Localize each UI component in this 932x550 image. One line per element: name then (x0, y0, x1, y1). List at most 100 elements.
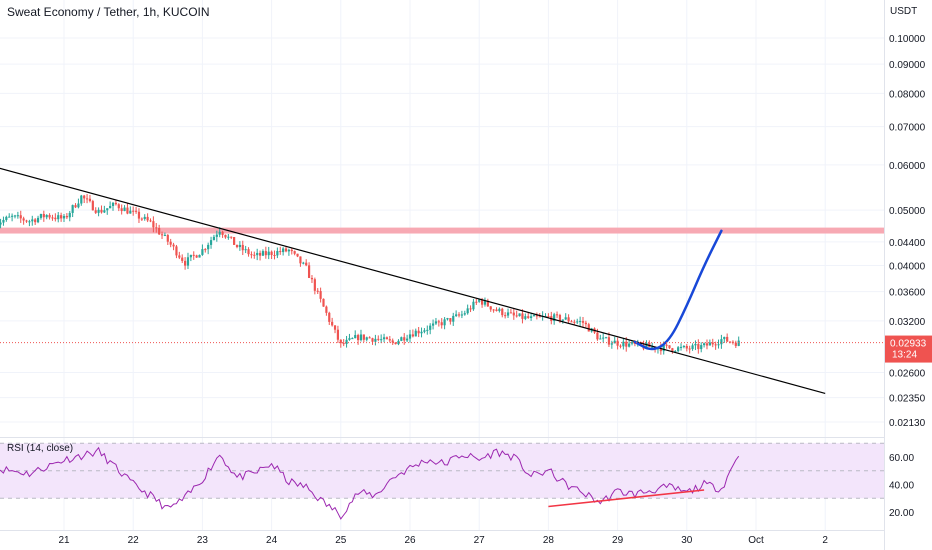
candle-body (65, 215, 68, 218)
candle-body (457, 314, 461, 316)
candle-body (581, 321, 585, 323)
candle-body (538, 316, 541, 318)
price-axis-bg[interactable] (884, 0, 932, 550)
candle-body (273, 255, 276, 257)
candle-body (25, 220, 28, 222)
candle-body (573, 321, 576, 323)
candle-body (189, 254, 192, 258)
candle-body (694, 344, 697, 346)
candle-body (348, 338, 351, 340)
candle-body (134, 210, 138, 212)
candle-body (423, 330, 426, 332)
candle-body (564, 317, 567, 320)
rsi-tick-label: 20.00 (889, 508, 914, 519)
projection-arrow[interactable] (633, 229, 723, 351)
candle-body (97, 209, 100, 213)
candle-body (290, 249, 293, 252)
candle-body (489, 306, 492, 310)
candle-body (679, 346, 683, 348)
candle-body (256, 252, 259, 256)
candle-body (714, 344, 717, 346)
candle-body (527, 316, 530, 318)
candle-body (492, 309, 495, 311)
candle-body (91, 201, 94, 211)
candle-body (132, 210, 135, 212)
candle-body (385, 337, 389, 340)
candle-body (282, 248, 285, 253)
candle-body (509, 312, 513, 314)
candle-body (397, 340, 400, 345)
candle-body (723, 336, 726, 340)
time-tick-label: 27 (474, 535, 486, 546)
rsi-tick-label: 40.00 (889, 481, 914, 492)
candle-body (616, 340, 619, 346)
time-tick-label: 29 (612, 535, 624, 546)
candle-body (345, 339, 348, 344)
candle-body (169, 241, 172, 245)
candle-body (221, 231, 224, 235)
candle-body (207, 244, 210, 250)
candle-body (114, 202, 117, 205)
candle-body (547, 316, 550, 318)
candle-body (411, 334, 414, 337)
candle-body (270, 251, 273, 256)
candle-body (682, 345, 686, 347)
candle-body (368, 337, 371, 339)
candle-body (247, 249, 250, 255)
candle-body (152, 221, 155, 228)
rsi-line (0, 446, 740, 520)
last-price-countdown: 13:24 (892, 350, 917, 361)
candle-body (241, 244, 244, 251)
candle-body (463, 313, 466, 315)
candle-body (103, 210, 106, 213)
time-tick-label: 25 (335, 535, 347, 546)
candle-body (258, 252, 262, 256)
candle-body (431, 323, 435, 326)
candle-body (417, 330, 420, 334)
candle-body (382, 337, 386, 340)
candle-body (209, 240, 213, 245)
last-price-label: 0.02933 13:24 (885, 335, 932, 363)
rsi-divergence-line[interactable] (548, 489, 705, 508)
candle-body (137, 211, 141, 219)
candle-body (705, 343, 709, 346)
candle-body (57, 215, 60, 220)
candle-body (287, 249, 290, 252)
candle-body (16, 215, 19, 217)
candle-body (619, 345, 622, 347)
candle-body (501, 308, 504, 316)
candle-body (31, 219, 34, 222)
candle-body (313, 279, 316, 291)
candle-body (512, 312, 515, 316)
candle-body (697, 344, 700, 350)
descending-trendline[interactable] (0, 167, 826, 394)
candle-body (158, 228, 161, 235)
candle-body (88, 198, 92, 202)
candle-body (659, 347, 662, 352)
time-tick-label: 30 (681, 535, 693, 546)
candle-body (480, 299, 484, 305)
candle-body (406, 338, 409, 341)
candle-body (610, 343, 613, 345)
candle-body (524, 316, 527, 319)
candle-body (184, 260, 187, 266)
candle-body (120, 208, 123, 212)
candle-body (54, 217, 57, 220)
price-tick-label: 0.04400 (889, 238, 926, 249)
candle-body (351, 338, 354, 340)
candle-body (506, 312, 510, 316)
candle-body (604, 337, 608, 339)
candle-body (466, 308, 469, 314)
price-tick-label: 0.07000 (889, 123, 926, 134)
candle-body (140, 218, 143, 220)
candle-body (357, 335, 360, 341)
last-price-value: 0.02933 (890, 339, 927, 350)
candle-body (13, 215, 17, 217)
candle-body (671, 348, 674, 352)
candle-body (691, 345, 694, 350)
resistance-zone[interactable] (0, 227, 884, 234)
candle-body (354, 335, 357, 339)
candle-body (293, 251, 296, 254)
candle-body (276, 251, 279, 256)
